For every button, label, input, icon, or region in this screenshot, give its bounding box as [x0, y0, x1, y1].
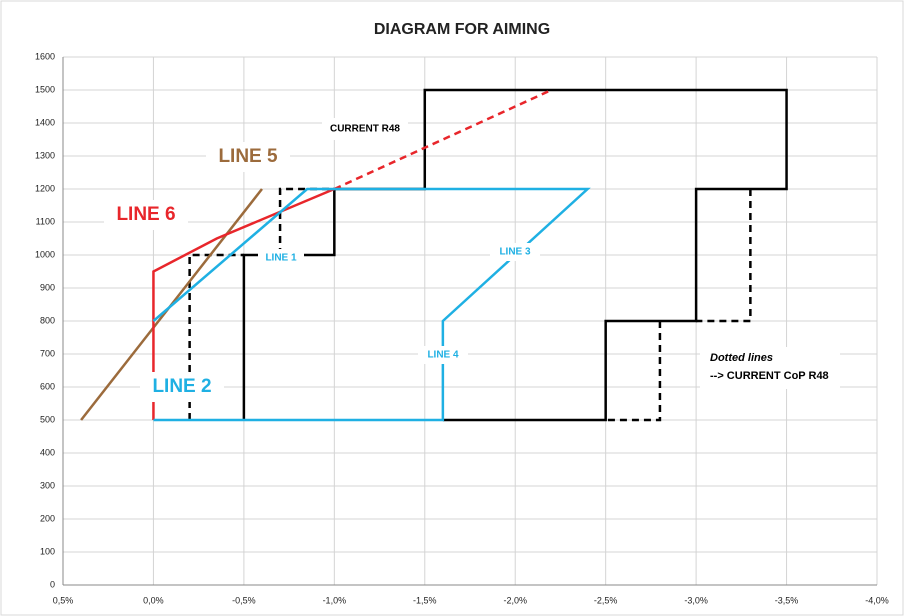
- x-tick-label: -3,5%: [775, 595, 799, 605]
- y-tick-label: 1300: [35, 150, 55, 160]
- y-tick-label: 1100: [36, 216, 55, 226]
- annotation: CURRENT R48: [330, 124, 400, 135]
- plot-area: 0 100 200 300 400 500 600 700 800 900 1000 1100 1200…: [35, 51, 889, 605]
- label-box: [322, 118, 408, 140]
- series-line: [242, 88, 788, 422]
- y-tick-label: 700: [40, 348, 55, 358]
- y-tick-label: 500: [40, 414, 55, 424]
- y-tick-label: 900: [40, 282, 55, 292]
- y-tick-label: 1600: [35, 51, 55, 61]
- annotation: --> CURRENT CoP R48: [710, 370, 829, 382]
- y-tick-label: 800: [40, 315, 55, 325]
- annotation: Dotted lines: [710, 352, 773, 364]
- label-box: [206, 142, 290, 172]
- series-line: [333, 88, 552, 191]
- y-tick-label: 100: [40, 546, 55, 556]
- x-tick-label: 0,5%: [53, 595, 74, 605]
- y-tick-label: 200: [40, 513, 55, 523]
- chart-title: DIAGRAM FOR AIMING: [374, 21, 550, 38]
- y-tick-label: 1000: [35, 249, 55, 259]
- series-line: [188, 187, 752, 422]
- label-box: [140, 372, 224, 402]
- x-tick-label: -4,0%: [865, 595, 889, 605]
- x-tick-label: -2,5%: [594, 595, 618, 605]
- annotation: LINE 2: [152, 376, 211, 397]
- x-tick-label: -2,0%: [503, 595, 527, 605]
- y-tick-label: 0: [50, 579, 55, 589]
- series-line: [152, 187, 335, 420]
- annotations: CURRENT R48 LINE 1 LINE 2 LINE 3 LINE 4 …: [104, 118, 840, 402]
- annotation: LINE 5: [218, 146, 278, 167]
- y-tick-label: 400: [40, 447, 55, 457]
- annotation: LINE 6: [116, 204, 175, 225]
- x-tick-label: -3,0%: [684, 595, 708, 605]
- x-tick-label: -1,0%: [323, 595, 347, 605]
- label-box: [258, 249, 304, 267]
- y-tick-label: 600: [40, 381, 55, 391]
- label-box: [104, 200, 188, 230]
- annotation: LINE 1: [265, 253, 297, 264]
- y-tick-label: 1500: [35, 84, 55, 94]
- annotation: LINE 4: [427, 350, 459, 361]
- annotation: LINE 3: [499, 247, 531, 258]
- label-box: [700, 347, 840, 389]
- x-tick-label: -0,5%: [232, 595, 256, 605]
- x-tick-label: 0,0%: [143, 595, 164, 605]
- label-box: [418, 346, 468, 364]
- y-tick-label: 1200: [35, 183, 55, 193]
- x-tick-label: -1,5%: [413, 595, 437, 605]
- y-tick-label: 1400: [35, 117, 55, 127]
- label-box: [490, 243, 540, 261]
- y-tick-label: 300: [40, 480, 55, 490]
